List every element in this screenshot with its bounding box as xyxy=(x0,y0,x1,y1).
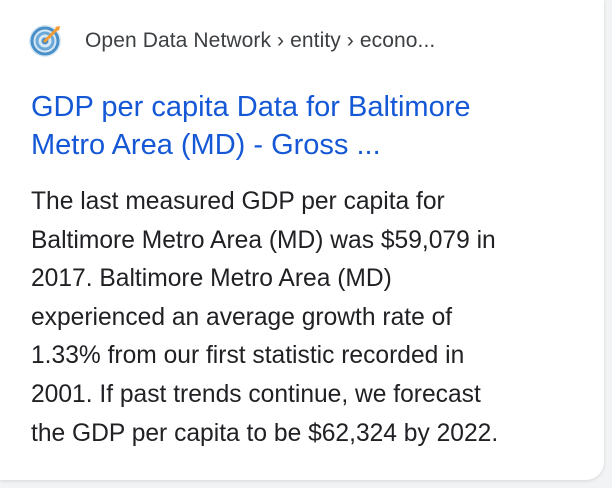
result-title-line-2: Metro Area (MD) - Gross ... xyxy=(31,129,381,161)
snippet-line: 2017. Baltimore Metro Area (MD) xyxy=(31,265,392,293)
snippet-line: 2001. If past trends continue, we foreca… xyxy=(31,380,481,408)
snippet-line: experienced an average growth rate of xyxy=(31,303,453,331)
result-source-row[interactable]: Open Data Network › entity › econo... xyxy=(27,21,435,61)
open-data-network-target-icon xyxy=(27,23,63,59)
search-result-card: Open Data Network › entity › econo... GD… xyxy=(0,0,604,480)
result-breadcrumb: Open Data Network › entity › econo... xyxy=(85,29,436,52)
snippet-line: the GDP per capita to be $62,324 by 2022… xyxy=(31,419,499,447)
result-title-link[interactable]: GDP per capita Data for Baltimore Metro … xyxy=(31,88,571,164)
result-snippet: The last measured GDP per capita for Bal… xyxy=(31,183,591,453)
snippet-line: 1.33% from our first statistic recorded … xyxy=(31,342,465,370)
snippet-line: Baltimore Metro Area (MD) was $59,079 in xyxy=(31,226,496,254)
snippet-line: The last measured GDP per capita for xyxy=(31,188,445,215)
result-title-line-1: GDP per capita Data for Baltimore xyxy=(31,91,471,123)
